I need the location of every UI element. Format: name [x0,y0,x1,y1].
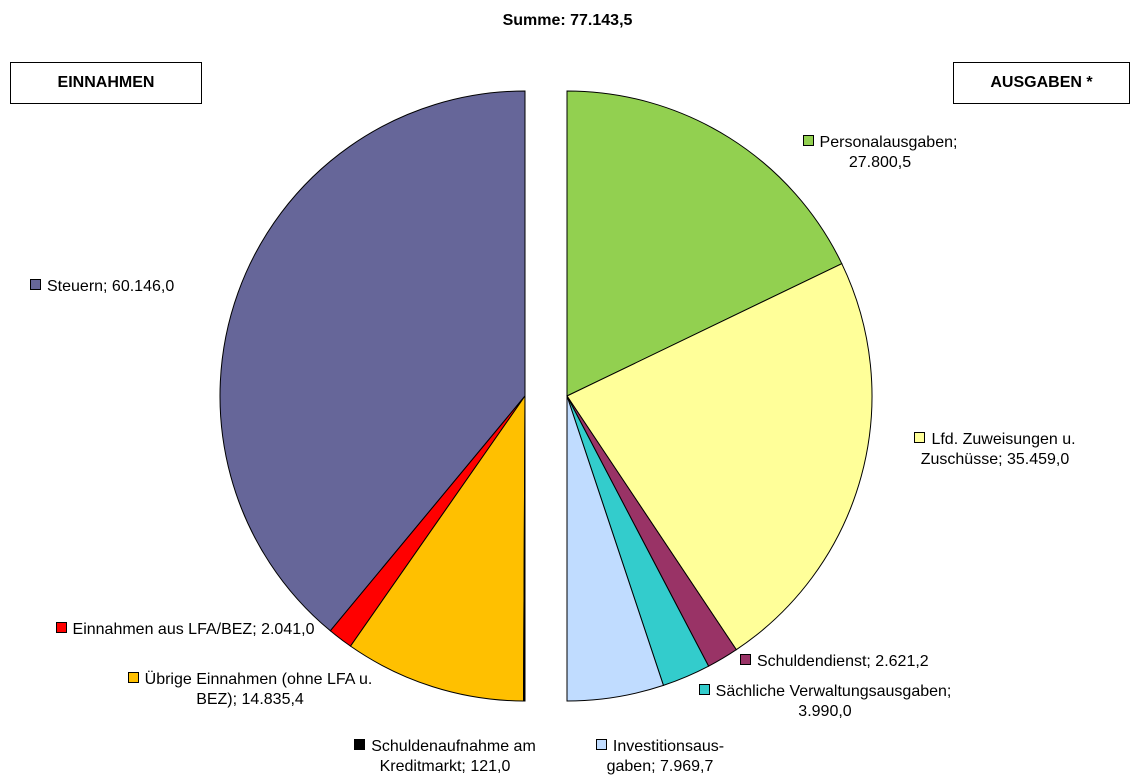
data-label: Lfd. Zuweisungen u. Zuschüsse; 35.459,0 [875,430,1115,470]
legend-swatch [595,739,607,750]
legend-swatch [740,654,751,665]
legend-swatch [914,432,926,443]
label-text: Übrige Einnahmen (ohne LFA u. BEZ); 14.8… [144,671,373,708]
pie-slice [566,90,843,397]
chart-title: Summe: 77.143,5 [502,12,633,29]
pie-title: AUSGABEN * [953,62,1130,104]
legend-swatch [30,279,41,290]
legend-swatch [55,622,67,633]
label-text: Einnahmen aus LFA/BEZ; 2.041,0 [72,621,315,638]
data-label: Investitionsaus-gaben; 7.969,7 [580,737,740,777]
label-text: Personalausgaben; 27.800,5 [819,134,958,171]
pie-slice [566,395,665,702]
data-label: Schuldendienst; 2.621,2 [740,652,980,672]
pie-slice [349,394,526,702]
data-label: Sächliche Verwaltungsausgaben; 3.990,0 [690,682,960,722]
pie-title: EINNAHMEN [10,62,202,104]
data-label: Übrige Einnahmen (ohne LFA u. BEZ); 14.8… [120,670,380,710]
data-label: Schuldenaufnahme am Kreditmarkt; 121,0 [335,737,555,777]
legend-swatch [698,684,710,695]
pie-slice [522,395,526,702]
legend-swatch [127,672,139,683]
label-text: Schuldenaufnahme am Kreditmarkt; 121,0 [371,738,536,775]
pie-slice [219,90,526,632]
data-label: Steuern; 60.146,0 [30,277,230,297]
label-text: Steuern; 60.146,0 [47,278,175,295]
label-text: Investitionsaus-gaben; 7.969,7 [606,738,725,775]
legend-swatch [354,739,366,750]
label-text: Lfd. Zuweisungen u. Zuschüsse; 35.459,0 [920,431,1076,468]
label-text: Sächliche Verwaltungsausgaben; 3.990,0 [715,683,952,720]
data-label: Personalausgaben; 27.800,5 [770,133,990,173]
legend-swatch [802,135,814,146]
label-text: Schuldendienst; 2.621,2 [757,653,929,670]
pie-slice [566,263,873,651]
data-label: Einnahmen aus LFA/BEZ; 2.041,0 [45,620,325,640]
